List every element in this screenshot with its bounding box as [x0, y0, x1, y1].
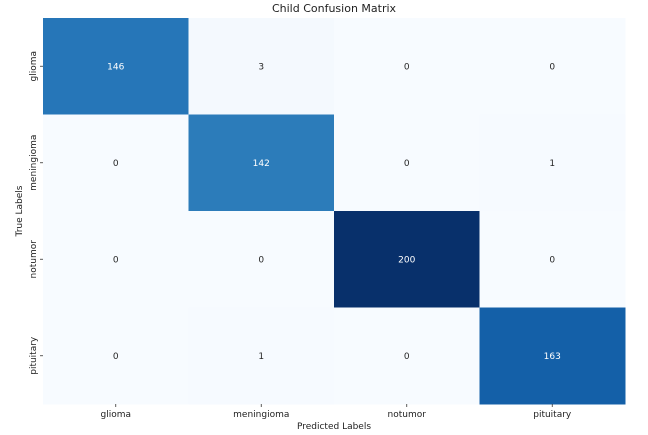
- heatmap-cell: [479, 307, 626, 405]
- x-tick-label: glioma: [100, 410, 131, 420]
- heatmap-cell: [334, 211, 480, 308]
- heatmap-cell: [479, 18, 626, 115]
- y-tick-label: notumor: [29, 240, 39, 279]
- cell-value-label: 163: [544, 352, 561, 362]
- cell-value-label: 142: [253, 159, 270, 169]
- cell-value-label: 200: [398, 255, 415, 265]
- cell-value-label: 1: [549, 159, 555, 169]
- heatmap-cell: [43, 114, 189, 212]
- cell-value-label: 3: [258, 62, 264, 72]
- heatmap-cell: [188, 211, 335, 308]
- y-axis-ticks: glioma meningioma notumor pituitary: [29, 51, 43, 375]
- cell-value-label: 0: [113, 255, 119, 265]
- heatmap-cell: [43, 211, 189, 308]
- cell-value-label: 0: [549, 255, 555, 265]
- heatmap-cell: [188, 114, 335, 212]
- cell-value-label: 1: [258, 352, 264, 362]
- heatmap-cells: 146 3 0 0 0 142 0 1 0 0 200 0 0 1 0 163: [43, 18, 626, 405]
- y-tick-label: glioma: [29, 51, 39, 82]
- heatmap-cell: [334, 18, 480, 115]
- y-tick-label: meningioma: [29, 135, 39, 191]
- cell-value-label: 146: [107, 62, 124, 72]
- y-axis-label: True Labels: [15, 185, 25, 237]
- heatmap-cell: [334, 114, 480, 212]
- x-tick-label: notumor: [388, 410, 427, 420]
- chart-title: Child Confusion Matrix: [272, 2, 397, 15]
- heatmap-cell: [479, 114, 626, 212]
- cell-value-label: 0: [549, 62, 555, 72]
- heatmap-cell: [334, 307, 480, 405]
- y-tick-label: pituitary: [29, 336, 39, 375]
- heatmap-cell: [43, 18, 189, 115]
- x-axis-label: Predicted Labels: [297, 422, 371, 432]
- cell-value-label: 0: [404, 62, 410, 72]
- x-axis-ticks: glioma meningioma notumor pituitary: [100, 404, 572, 420]
- heatmap-cell: [43, 307, 189, 405]
- cell-value-label: 0: [258, 255, 264, 265]
- cell-value-label: 0: [113, 159, 119, 169]
- cell-value-label: 0: [404, 352, 410, 362]
- x-tick-label: meningioma: [233, 410, 289, 420]
- cell-value-label: 0: [113, 352, 119, 362]
- x-tick-label: pituitary: [533, 410, 572, 420]
- heatmap-cell: [479, 211, 626, 308]
- heatmap-cell: [188, 18, 335, 115]
- cell-value-label: 0: [404, 159, 410, 169]
- heatmap-cell: [188, 307, 335, 405]
